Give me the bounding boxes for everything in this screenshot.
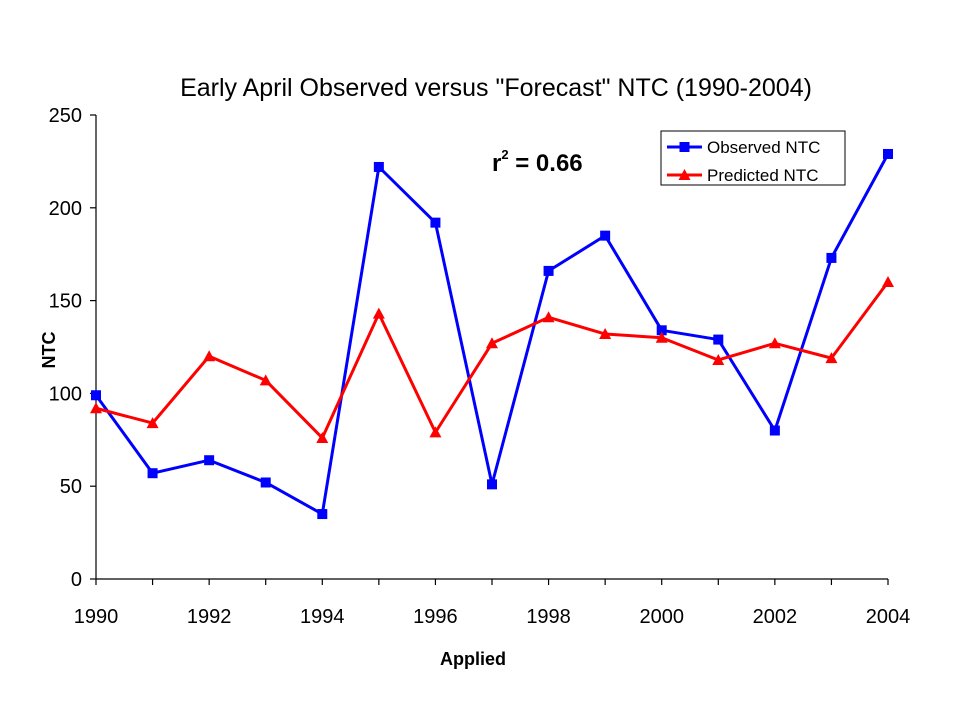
data-point [260, 477, 271, 488]
x-tick-label: 1996 [413, 606, 458, 628]
data-point [429, 426, 442, 438]
x-tick-label: 2004 [866, 606, 911, 628]
data-point [656, 325, 667, 336]
y-axis-label: NTC [39, 332, 59, 369]
data-point [486, 337, 498, 349]
series-observed [91, 148, 893, 520]
data-point [317, 509, 328, 520]
y-axis-ticks: 0 50 100 150 200 250 [49, 105, 96, 591]
x-tick-label: 2000 [639, 606, 684, 628]
data-point [91, 390, 101, 401]
data-point [825, 352, 838, 364]
data-point [712, 353, 725, 365]
x-axis-label: Applied [440, 649, 506, 669]
data-point [204, 455, 215, 466]
x-tick-label: 1994 [300, 606, 345, 628]
x-tick-label: 2002 [753, 606, 798, 628]
legend-label: Predicted NTC [707, 166, 818, 185]
y-tick-label: 0 [71, 569, 82, 591]
data-point [542, 311, 555, 323]
x-tick-label: 1998 [526, 606, 571, 628]
data-point [655, 331, 668, 343]
data-point [769, 425, 780, 436]
data-point [90, 402, 102, 414]
data-point [543, 265, 554, 276]
r-squared-value: = 0.66 [509, 150, 583, 177]
data-point [373, 161, 384, 172]
data-point [883, 148, 893, 159]
x-axis-ticks: 1990 1992 1994 1996 1998 2000 2002 2004 [74, 579, 911, 628]
data-point [147, 468, 158, 479]
legend: Observed NTC Predicted NTC [660, 130, 846, 186]
r-squared-superscript: 2 [501, 147, 508, 162]
legend-entry: Predicted NTC [667, 166, 818, 185]
data-point [768, 337, 781, 349]
x-tick-label: 1990 [74, 606, 119, 628]
data-point [599, 328, 612, 340]
data-point [487, 479, 497, 490]
r-squared-base: r [492, 150, 501, 177]
y-tick-label: 150 [49, 291, 82, 313]
y-tick-label: 100 [49, 383, 82, 405]
data-point [882, 276, 894, 288]
series-predicted [90, 276, 894, 443]
data-point [146, 417, 159, 429]
y-tick-label: 50 [60, 476, 82, 498]
series-line [94, 153, 890, 516]
series-layer [90, 148, 894, 520]
r-squared-annotation: r2 = 0.66 [492, 147, 583, 177]
data-point [316, 431, 329, 443]
data-point [600, 230, 611, 241]
data-point [203, 350, 216, 362]
data-point [713, 334, 724, 345]
data-point [259, 374, 272, 386]
data-point [430, 217, 441, 228]
x-tick-label: 1992 [187, 606, 232, 628]
series-line [95, 281, 890, 440]
data-point [372, 307, 385, 319]
legend-entry: Observed NTC [667, 138, 820, 157]
y-tick-label: 200 [49, 198, 82, 220]
legend-marker [678, 169, 691, 180]
y-tick-label: 250 [49, 105, 82, 127]
data-point [826, 252, 837, 263]
legend-marker [679, 142, 690, 152]
legend-items: Observed NTC Predicted NTC [667, 138, 820, 185]
legend-label: Observed NTC [707, 138, 820, 157]
chart-title: Early April Observed versus "Forecast" N… [180, 74, 812, 102]
